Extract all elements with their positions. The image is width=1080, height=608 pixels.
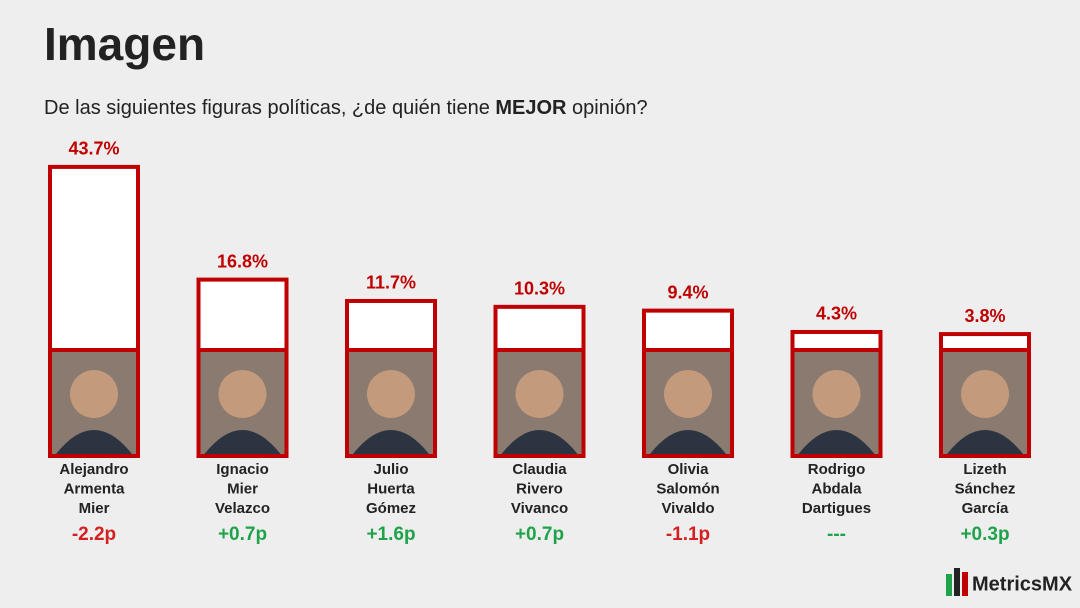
category-label: Julio [373,461,408,478]
photo-body [947,430,1023,454]
photo-body [798,430,875,454]
change-label: -2.2p [72,524,116,545]
photo-head [515,370,564,418]
photo-body [353,430,429,454]
photo-body [204,430,281,454]
value-label: 11.7% [366,273,416,293]
change-label: +0.7p [515,524,564,545]
photo-body [501,430,578,454]
value-label: 3.8% [964,306,1005,326]
logo-bar [954,568,960,596]
category-label: Mier [227,480,258,497]
category-label: Gómez [366,500,416,517]
change-label: -1.1p [666,524,710,545]
photo-head [664,370,712,418]
photo-head [367,370,415,418]
category-label: Vivaldo [661,500,714,517]
value-label: 43.7% [68,139,119,159]
value-label: 4.3% [816,304,857,324]
photo-body [650,430,726,454]
category-label: Olivia [668,461,710,478]
value-label: 10.3% [514,279,565,299]
category-label: Sánchez [955,480,1016,497]
category-label: Mier [79,500,110,517]
value-label: 16.8% [217,251,268,271]
category-label: Alejandro [59,461,128,478]
category-label: Claudia [512,461,567,478]
chart-title: Imagen [44,18,205,70]
change-label: --- [827,524,846,545]
change-label: +0.3p [960,524,1009,545]
subtitle-part: opinión? [567,97,648,119]
change-label: +1.6p [366,524,415,545]
category-label: Abdala [811,480,862,497]
photo-head [812,370,861,418]
change-label: +0.7p [218,524,267,545]
value-label: 9.4% [667,282,708,302]
subtitle: De las siguientes figuras políticas, ¿de… [44,97,648,119]
category-label: Dartigues [802,500,871,517]
category-label: Lizeth [963,461,1006,478]
category-label: Rivero [516,480,563,497]
logo-bar [962,572,968,596]
category-label: Rodrigo [808,461,866,478]
logo: MetricsMX [946,568,1073,596]
category-label: Salomón [656,480,719,497]
category-label: García [962,500,1009,517]
photo-head [961,370,1009,418]
category-label: Velazco [215,500,270,517]
category-label: Vivanco [511,500,568,517]
category-label: Huerta [367,480,415,497]
photo-head [218,370,267,418]
subtitle-part: De las siguientes figuras políticas, ¿de… [44,97,495,119]
category-label: Ignacio [216,461,269,478]
logo-text: MetricsMX [972,573,1073,595]
subtitle-part: MEJOR [495,97,567,119]
photo-head [70,370,118,418]
photo-body [56,430,132,454]
category-label: Armenta [64,480,126,497]
logo-bar [946,574,952,596]
